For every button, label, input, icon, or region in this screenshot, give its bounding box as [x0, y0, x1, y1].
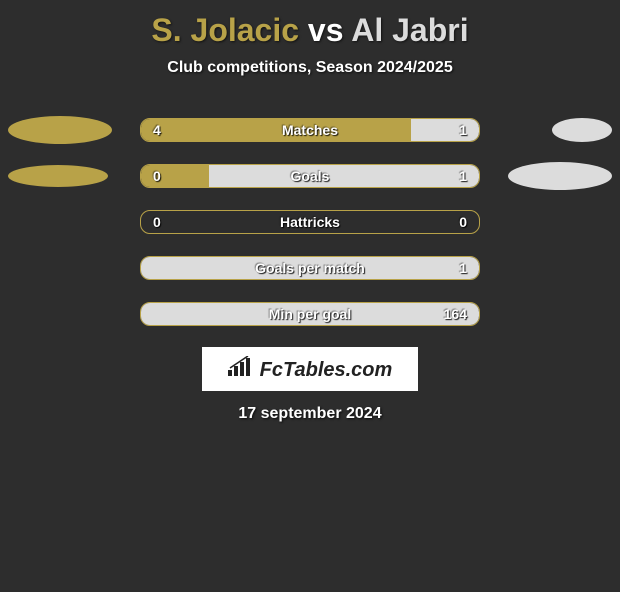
stat-row: 1 Goals per match	[0, 255, 620, 281]
bar-chart-icon	[228, 356, 254, 381]
title-player1: S. Jolacic	[151, 12, 299, 48]
branding-text: FcTables.com	[260, 359, 393, 382]
stat-label: Goals per match	[255, 260, 365, 276]
player2-fill	[411, 119, 479, 141]
stat-bar: 164 Min per goal	[140, 302, 480, 326]
player2-ellipse	[552, 118, 612, 142]
comparison-title: S. Jolacic vs Al Jabri	[0, 12, 620, 49]
title-vs: vs	[308, 12, 344, 48]
stat-bar: 0 1 Goals	[140, 164, 480, 188]
stat-bar: 1 Goals per match	[140, 256, 480, 280]
datestamp: 17 september 2024	[0, 405, 620, 423]
player2-value: 1	[459, 168, 467, 184]
player1-value: 0	[153, 168, 161, 184]
stat-label: Goals	[291, 168, 330, 184]
player1-ellipse	[8, 165, 108, 187]
player2-value: 0	[459, 214, 467, 230]
stat-row: 0 0 Hattricks	[0, 209, 620, 235]
stat-bar: 0 0 Hattricks	[140, 210, 480, 234]
stat-row: 4 1 Matches	[0, 117, 620, 143]
stat-label: Min per goal	[269, 306, 351, 322]
comparison-chart: 4 1 Matches 0 1 Goals 0 0 Hattricks 1 Goals per ma…	[0, 117, 620, 327]
player1-ellipse	[8, 116, 112, 144]
title-player2: Al Jabri	[351, 12, 468, 48]
stat-label: Matches	[282, 122, 338, 138]
subtitle: Club competitions, Season 2024/2025	[0, 59, 620, 77]
branding-box: FcTables.com	[202, 347, 418, 391]
stat-label: Hattricks	[280, 214, 340, 230]
stat-bar: 4 1 Matches	[140, 118, 480, 142]
player1-fill	[141, 165, 209, 187]
player2-fill	[209, 165, 479, 187]
player1-value: 0	[153, 214, 161, 230]
player2-value: 1	[459, 122, 467, 138]
stat-row: 0 1 Goals	[0, 163, 620, 189]
player2-ellipse	[508, 162, 612, 190]
player1-value: 4	[153, 122, 161, 138]
stat-row: 164 Min per goal	[0, 301, 620, 327]
player2-value: 164	[444, 306, 467, 322]
player2-value: 1	[459, 260, 467, 276]
player1-fill	[141, 119, 411, 141]
